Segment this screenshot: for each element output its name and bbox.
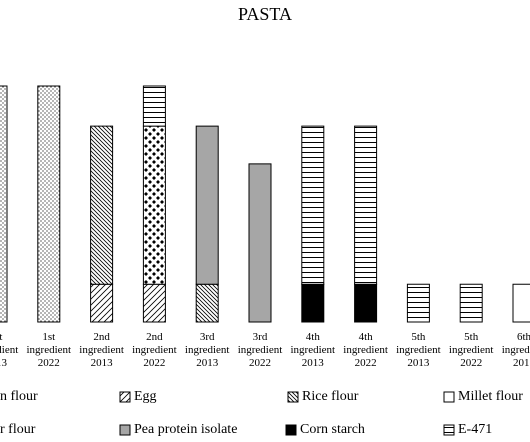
x-tick-label-line: ingredient [132,344,177,356]
x-tick-label-line: 2022 [249,357,271,369]
legend-label: r flour [0,422,36,437]
legend-label: Rice flour [302,389,359,404]
x-tick-label-line: 2013 [91,357,114,369]
x-tick-label-line: 2013 [196,357,219,369]
x-tick-label-line: 2013 [0,357,8,369]
x-tick-label-line: 6th [517,331,530,343]
legend-swatch [285,424,297,436]
bar-segment [0,85,8,323]
x-tick-label-line: 4th [306,331,321,343]
x-tick-label-line: ingredient [0,344,18,356]
bar-segment [512,283,530,323]
bar-segment [90,125,114,285]
bar-segment [248,163,272,323]
x-tick-label: 1st ingredient 2022 [26,331,71,369]
bar-segment [90,283,114,323]
x-tick-label-line: 5th [464,331,479,343]
x-tick-label-line: 3rd [253,331,268,343]
x-tick-label: 3rd ingredient 2022 [238,331,283,369]
bar-segment [459,283,483,323]
legend-label: Pea protein isolate [134,422,237,437]
bar-segment [37,85,61,323]
x-tick-label: 5th ingredient 2013 [396,331,441,369]
bar-segment [195,125,219,285]
bar-segment [301,125,325,285]
legend-label: n flour [0,389,38,404]
legend-label: Corn starch [300,422,365,437]
legend-swatch [287,391,299,403]
x-tick-label: 2nd ingredient 2013 [79,331,124,369]
x-tick-label-line: 3rd [200,331,215,343]
x-tick-label-line: 2022 [38,357,60,369]
x-tick-label-line: 4th [359,331,374,343]
x-tick-label-line: ingredient [185,344,230,356]
x-tick-label-line: 1st [0,331,2,343]
x-tick-label-line: 2013 [513,357,530,369]
bar-segment [142,125,166,285]
x-tick-label-line: ingredient [396,344,441,356]
x-tick-label: 6thingredient2013 [502,331,530,369]
x-tick-label: 4th ingredient 2013 [290,331,335,369]
x-tick-label-line: 2nd [93,331,110,343]
x-tick-label-line: ingredient [238,344,283,356]
bar-segment [354,283,378,323]
legend-swatch [119,391,131,403]
x-tick-label: 5th ingredient 2022 [449,331,494,369]
x-tick-label-line: 1st [42,331,55,343]
legend-swatch [119,424,131,436]
legend-label: Egg [134,389,157,404]
bar-segment [406,283,430,323]
legend-swatch [443,424,455,436]
legend-label: E-471 [458,422,492,437]
bar-segment [142,283,166,323]
x-tick-label-line: ingredient [26,344,71,356]
bar-segment [354,125,378,285]
x-tick-label-line: ingredient [343,344,388,356]
x-tick-label-line: 2022 [460,357,482,369]
x-tick-label-line: ingredient [502,344,530,356]
bar-segment [195,283,219,323]
x-tick-label-line: 2013 [302,357,325,369]
x-tick-label-line: ingredient [290,344,335,356]
x-tick-label: 1stingredient2013 [0,331,18,369]
x-tick-label-line: 2022 [355,357,377,369]
x-tick-label: 2nd ingredient 2022 [132,331,177,369]
x-tick-label-line: 5th [411,331,426,343]
chart-title: PASTA [238,4,292,24]
legend-label: Millet flour [458,389,523,404]
x-tick-label: 4th ingredient 2022 [343,331,388,369]
x-tick-label-line: 2022 [143,357,165,369]
x-tick-label-line: 2013 [407,357,430,369]
bar-segment [142,85,166,127]
x-tick-label-line: 2nd [146,331,163,343]
x-tick-label-line: ingredient [79,344,124,356]
legend-swatch [443,391,455,403]
bar-segment [301,283,325,323]
x-tick-label-line: ingredient [449,344,494,356]
x-tick-label: 3rd ingredient 2013 [185,331,230,369]
